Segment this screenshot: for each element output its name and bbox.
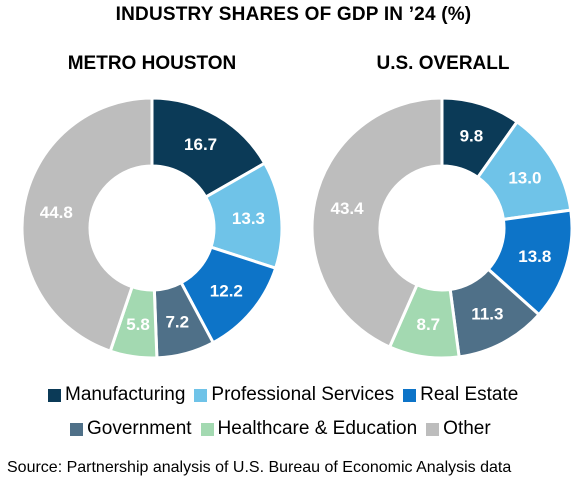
slice-label-metro-houston-professional-services: 13.3 <box>232 209 265 228</box>
legend-label: Government <box>87 418 192 439</box>
legend-swatch <box>194 388 208 402</box>
source-note: Source: Partnership analysis of U.S. Bur… <box>7 459 512 476</box>
legend-item-other: Other <box>426 418 491 440</box>
chart-subtitle-metro-houston: METRO HOUSTON <box>67 53 237 74</box>
legend-item-government: Government <box>70 418 192 440</box>
legend-swatch <box>48 388 61 402</box>
slice-label-u-s-overall-healthcare-and-education: 8.7 <box>417 315 441 334</box>
legend-label: Other <box>443 418 491 439</box>
slice-label-metro-houston-healthcare-and-education: 5.8 <box>126 315 150 334</box>
slice-label-u-s-overall-other: 43.4 <box>331 199 365 218</box>
legend-item-professional-services: Professional Services <box>194 384 394 406</box>
chart-subtitle-us-overall: U.S. OVERALL <box>376 53 510 74</box>
slice-metro-houston-manufacturing <box>150 96 267 200</box>
slice-label-u-s-overall-government: 11.3 <box>471 305 503 324</box>
legend-swatch <box>426 422 440 436</box>
legend-swatch <box>200 422 214 436</box>
chart-title: INDUSTRY SHARES OF GDP IN ’24 (%) <box>115 4 472 25</box>
slice-metro-houston-other <box>20 96 154 354</box>
slice-label-u-s-overall-manufacturing: 9.8 <box>460 127 484 146</box>
legend-item-healthcare-and-education: Healthcare & Education <box>200 418 418 440</box>
legend-swatch <box>403 388 417 402</box>
slice-label-u-s-overall-professional-services: 13.0 <box>508 169 541 188</box>
legend-row-1: Manufacturing Professional Services Real E… <box>48 384 527 406</box>
slice-label-metro-houston-government: 7.2 <box>165 313 189 332</box>
slice-label-metro-houston-manufacturing: 16.7 <box>184 135 217 154</box>
legend-row-2: Government Healthcare & Education Other <box>70 418 500 440</box>
legend-item-manufacturing: Manufacturing <box>48 384 185 406</box>
legend-label: Professional Services <box>211 384 395 405</box>
legend-label: Manufacturing <box>65 384 186 405</box>
slice-label-metro-houston-other: 44.8 <box>40 203 73 222</box>
slice-label-metro-houston-real-estate: 12.2 <box>210 281 243 300</box>
slice-u-s-overall-other <box>310 96 444 349</box>
legend-swatch <box>70 422 83 436</box>
legend-label: Real Estate <box>420 384 519 405</box>
legend-item-real-estate: Real Estate <box>403 384 518 406</box>
legend-label: Healthcare & Education <box>217 418 418 439</box>
slice-label-u-s-overall-real-estate: 13.8 <box>518 247 551 266</box>
